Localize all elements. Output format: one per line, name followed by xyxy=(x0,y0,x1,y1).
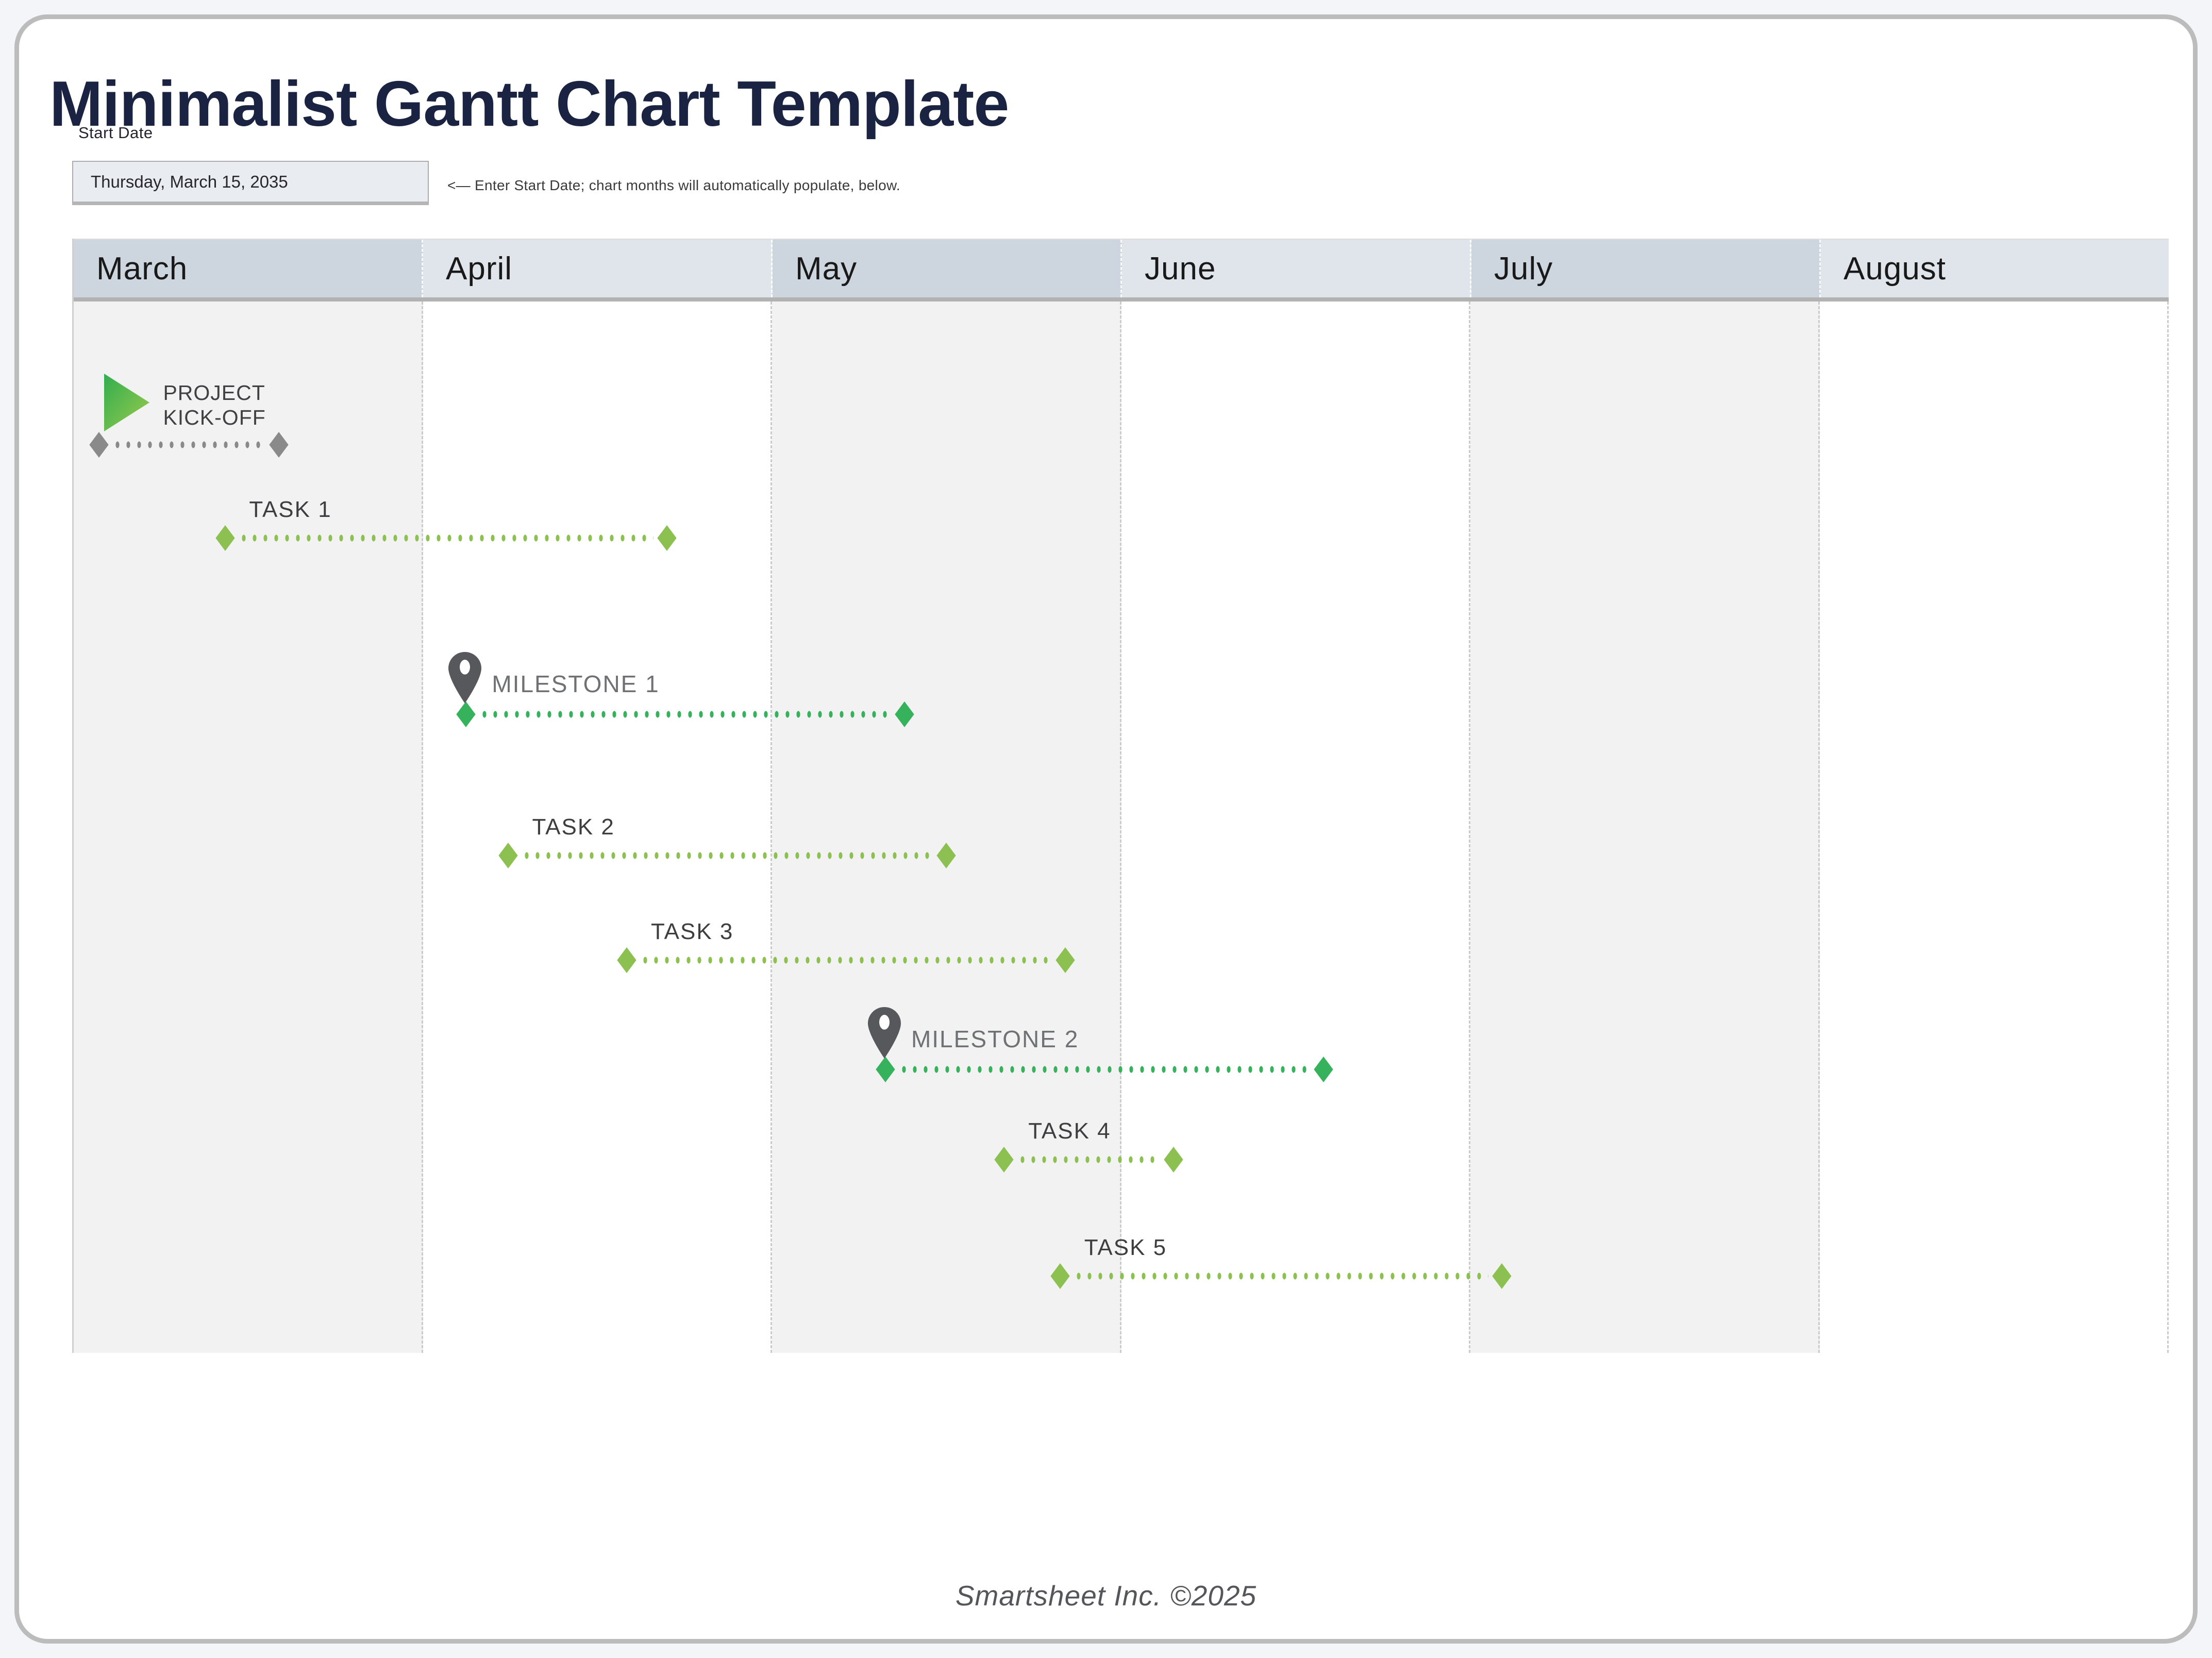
task-label-task-1: TASK 1 xyxy=(249,497,332,522)
bar-line-milestone-2 xyxy=(884,1058,1325,1081)
column-april xyxy=(423,302,772,1353)
task-label-task-5: TASK 5 xyxy=(1084,1235,1167,1260)
task-label-task-4: TASK 4 xyxy=(1028,1118,1111,1144)
dotted-bar xyxy=(640,955,1052,965)
milestone-label-milestone-1: MILESTONE 1 xyxy=(492,671,660,697)
dotted-bar xyxy=(238,533,653,543)
column-july xyxy=(1470,302,1820,1353)
map-pin-icon xyxy=(864,1004,905,1061)
dotted-bar xyxy=(521,850,933,861)
bar-line-task-1 xyxy=(224,527,668,549)
map-pin-icon xyxy=(444,649,485,706)
gantt-rows-layer: PROJECT KICK-OFF TASK 1 MILESTONE 1 TASK 2 T… xyxy=(74,302,2169,1353)
month-header-june: June xyxy=(1122,240,1471,297)
bar-line-task-5 xyxy=(1059,1265,1503,1287)
dotted-bar xyxy=(1017,1154,1160,1165)
column-march xyxy=(74,302,423,1353)
bar-line-task-4 xyxy=(1003,1148,1174,1171)
column-may xyxy=(772,302,1121,1353)
month-header-row: March April May June July August xyxy=(74,239,2169,302)
bar-line-task-3 xyxy=(626,949,1066,972)
start-date-hint: <— Enter Start Date; chart months will a… xyxy=(447,177,901,193)
footer-credit: Smartsheet Inc. ©2025 xyxy=(955,1580,1257,1612)
dotted-bar xyxy=(1073,1271,1488,1281)
bar-line-milestone-1 xyxy=(465,703,905,726)
month-header-may: May xyxy=(773,240,1122,297)
play-icon xyxy=(104,374,150,431)
page-title: Minimalist Gantt Chart Template xyxy=(49,69,1009,140)
task-label-task-3: TASK 3 xyxy=(651,919,734,944)
kickoff-label: PROJECT KICK-OFF xyxy=(163,381,266,429)
dotted-bar xyxy=(479,709,891,719)
dotted-bar xyxy=(112,440,265,450)
column-june xyxy=(1121,302,1470,1353)
gantt-body: PROJECT KICK-OFF TASK 1 MILESTONE 1 TASK 2 T… xyxy=(74,302,2169,1353)
bar-line-project-kick-off xyxy=(98,433,280,456)
month-header-april: April xyxy=(423,240,773,297)
dotted-bar xyxy=(898,1064,1311,1075)
milestone-label-milestone-2: MILESTONE 2 xyxy=(911,1026,1079,1052)
start-date-input[interactable]: Thursday, March 15, 2035 xyxy=(72,161,429,205)
start-date-label: Start Date xyxy=(78,124,153,142)
month-header-march: March xyxy=(74,240,423,297)
month-header-july: July xyxy=(1471,240,1821,297)
column-august xyxy=(1819,302,2169,1353)
month-header-august: August xyxy=(1821,240,2169,297)
start-date-value: Thursday, March 15, 2035 xyxy=(91,172,288,191)
bar-line-task-2 xyxy=(507,844,947,867)
task-label-task-2: TASK 2 xyxy=(532,814,615,840)
gantt-chart: March April May June July August PROJECT… xyxy=(72,239,2169,1353)
